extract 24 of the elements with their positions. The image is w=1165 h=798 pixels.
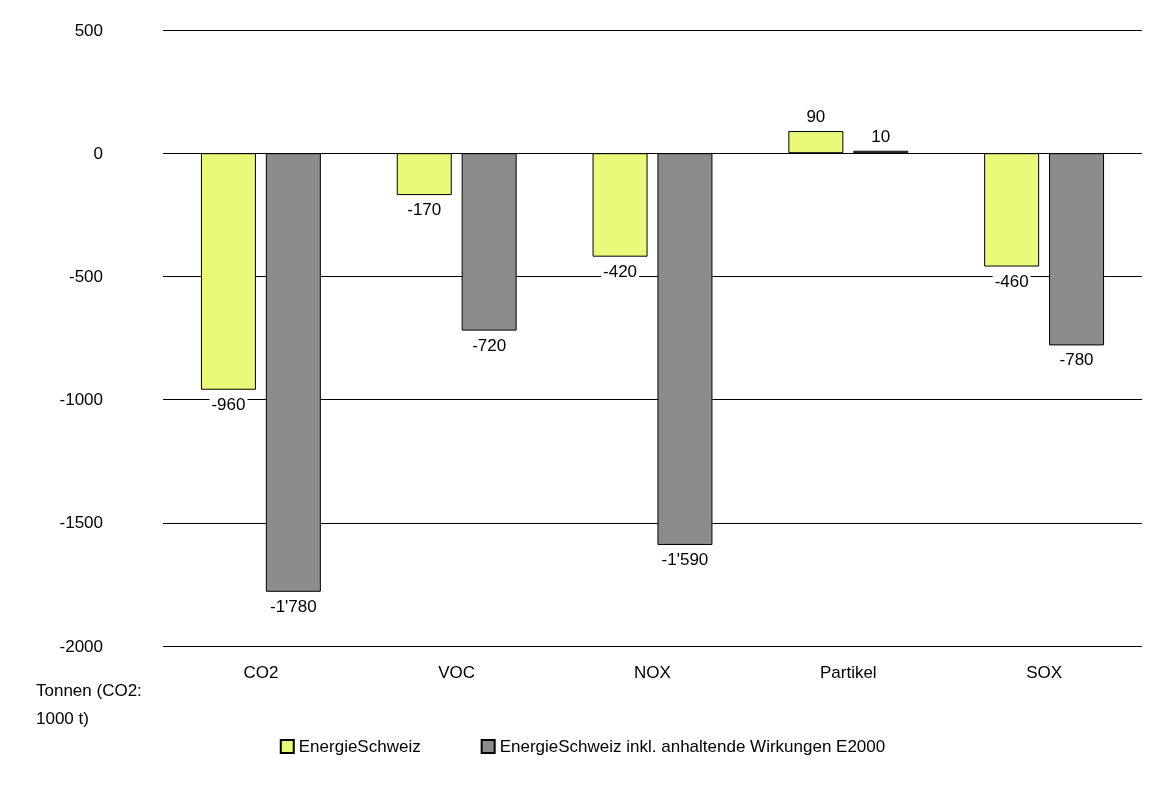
y-tick-label: 500 <box>74 20 103 40</box>
x-tick-label: SOX <box>1026 663 1063 682</box>
x-tick-label: NOX <box>634 663 671 682</box>
data-label: -720 <box>472 335 507 355</box>
data-label: -780 <box>1059 350 1094 370</box>
data-label: -460 <box>994 271 1029 291</box>
x-tick-label: Partikel <box>819 663 877 682</box>
x-tick-label: CO2 <box>243 663 279 682</box>
x-tick-label: VOC <box>438 663 476 682</box>
legend-label: EnergieSchweiz inkl. anhaltende Wirkungen E2000 <box>499 737 886 756</box>
data-label: -420 <box>603 261 638 281</box>
data-label: -1'780 <box>269 596 317 616</box>
y-axis-title: Tonnen (CO2: 1000 t) <box>36 680 147 728</box>
data-label: -1'590 <box>661 549 709 569</box>
data-label: 10 <box>871 126 891 146</box>
data-label: 90 <box>806 107 826 127</box>
y-tick-label: 0 <box>93 143 103 163</box>
y-tick-label: -2000 <box>59 636 103 656</box>
legend-label: EnergieSchweiz <box>298 737 421 756</box>
y-tick-label: -1500 <box>59 513 103 533</box>
data-label: -170 <box>407 200 442 220</box>
y-tick-label: -1000 <box>59 390 103 410</box>
data-label: -960 <box>211 394 246 414</box>
y-tick-label: -500 <box>68 266 103 286</box>
